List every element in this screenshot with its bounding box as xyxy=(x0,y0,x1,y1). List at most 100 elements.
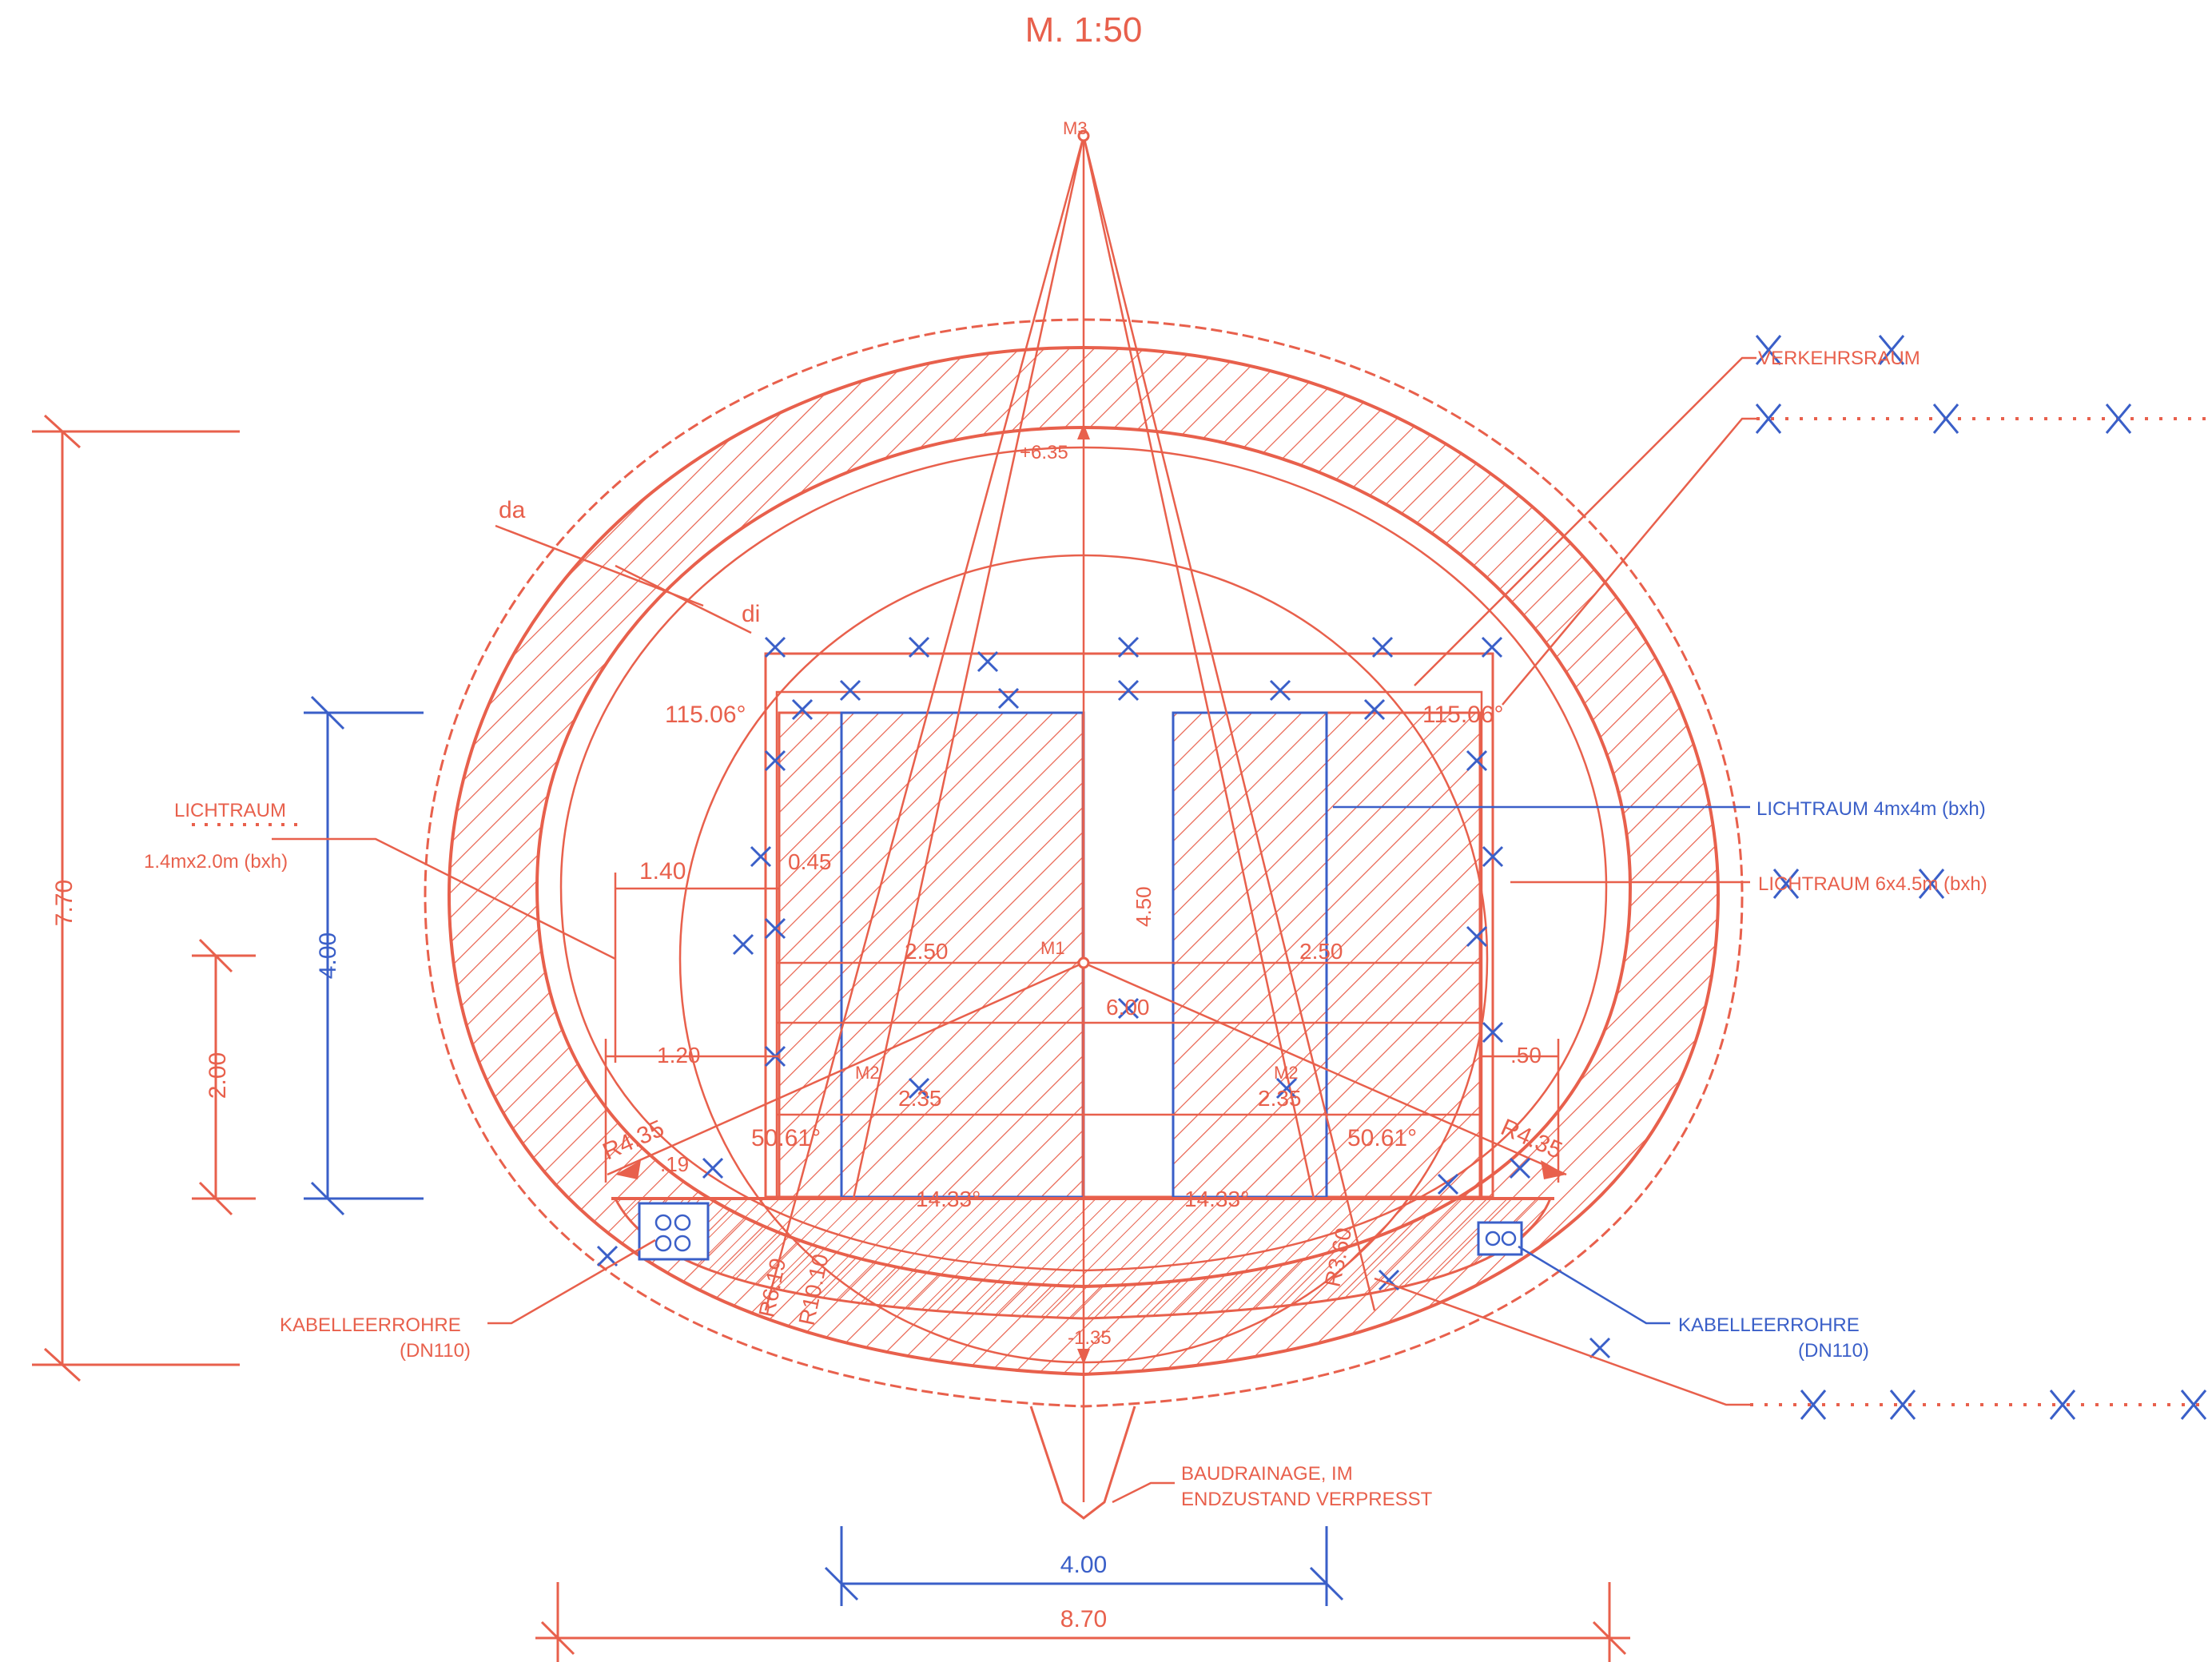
x-marker xyxy=(1269,679,1291,702)
construction-lines xyxy=(607,129,1567,1502)
x-marker xyxy=(977,650,999,673)
dim-width-4-bottom: 4.00 xyxy=(1060,1552,1107,1578)
m3-ray-right-2 xyxy=(1082,135,1376,1311)
drainage-notch xyxy=(1029,1406,1136,1520)
dim-angle-right-top: 115.06° xyxy=(1422,702,1504,728)
leader-baudrainage xyxy=(1112,1481,1175,1504)
x-marker xyxy=(764,917,786,940)
leader-di xyxy=(615,564,752,634)
cable-ducts-right xyxy=(1477,1221,1523,1256)
duct-1 xyxy=(654,1214,672,1231)
dim-height-4: 4.00 xyxy=(315,932,341,979)
x-marker xyxy=(732,933,754,956)
x-marker xyxy=(1371,636,1394,658)
duct-6 xyxy=(1501,1231,1517,1246)
x-marker xyxy=(1481,636,1503,658)
x-marker xyxy=(1275,1077,1298,1099)
duct-4 xyxy=(674,1235,691,1252)
label-m3: M3 xyxy=(1063,118,1088,138)
x-marker xyxy=(1589,1337,1611,1359)
label-invert-level: -1.35 xyxy=(1068,1327,1112,1349)
m3-ray-right xyxy=(1082,135,1315,1199)
dim-width-120: 1.20 xyxy=(657,1043,701,1068)
label-kabel-right: KABELLEERROHRE xyxy=(1678,1314,1860,1336)
dimension-height-2 xyxy=(192,938,256,1216)
x-marker xyxy=(1482,1021,1504,1044)
label-di: di xyxy=(742,601,760,627)
x-marker xyxy=(764,749,786,772)
label-da: da xyxy=(499,497,526,523)
cable-ducts-left xyxy=(638,1202,710,1261)
x-marker xyxy=(1117,679,1140,702)
dim-width-600: 6.00 xyxy=(1106,995,1150,1020)
label-lichtraum-left-size: 1.4mx2.0m (bxh) xyxy=(144,851,288,873)
dim-width-870-bottom: 8.70 xyxy=(1060,1606,1107,1632)
dim-width-045: 0.45 xyxy=(788,849,832,874)
x-marker xyxy=(1466,749,1488,772)
legend-x-markers xyxy=(1755,335,2207,1420)
x-marker xyxy=(596,1245,619,1267)
point-m1 xyxy=(1077,956,1090,969)
point-m3 xyxy=(1077,129,1090,142)
dim-height-2: 2.00 xyxy=(205,1052,231,1099)
x-marker xyxy=(997,687,1020,710)
dimension-width-4-bottom xyxy=(824,1526,1344,1606)
dim-height-total: 7.70 xyxy=(51,880,78,926)
dim-angle-right-bottom: 50.61° xyxy=(1347,1125,1417,1151)
x-marker xyxy=(1117,997,1140,1020)
x-marker xyxy=(1466,925,1488,948)
m3-ray-left-2 xyxy=(764,135,1085,1311)
label-kabel-left-dn: (DN110) xyxy=(400,1340,471,1362)
label-m2-left: M2 xyxy=(855,1063,880,1083)
leader-verkehrsraum-2 xyxy=(1502,417,1756,706)
dim-width-250-left: 2.50 xyxy=(905,939,949,964)
dimension-height-total xyxy=(32,414,240,1382)
duct-3 xyxy=(654,1235,672,1252)
x-marker xyxy=(750,845,772,868)
leader-lines xyxy=(192,356,2206,1504)
dim-width-250-right: 2.50 xyxy=(1299,939,1343,964)
m3-ray-left xyxy=(852,135,1085,1199)
dim-235-right: 2.35 xyxy=(1258,1086,1302,1111)
arrow-center-bottom xyxy=(1077,1349,1090,1365)
dim-width-140: 1.40 xyxy=(639,858,686,885)
leader-kabel-left xyxy=(487,1239,656,1325)
label-crown-level: +6.35 xyxy=(1020,442,1068,463)
leader-bottom-right xyxy=(1374,1277,1750,1406)
duct-5 xyxy=(1485,1231,1501,1246)
x-marker xyxy=(1363,698,1386,721)
dim-width-050: .50 xyxy=(1510,1043,1542,1068)
x-marker xyxy=(908,1077,930,1099)
leader-verkehrsraum xyxy=(1414,356,1756,686)
label-baudrainage-2: ENDZUSTAND VERPRESST xyxy=(1181,1489,1433,1510)
x-marker xyxy=(764,636,786,658)
leader-lichtraum-left xyxy=(272,837,616,960)
arrow-center-top xyxy=(1077,423,1090,439)
m1-ray-left xyxy=(607,961,1084,1176)
arrow-radius-left xyxy=(615,1160,641,1179)
dim-angle-right-floor: 14.33° xyxy=(1184,1187,1249,1211)
cable-duct-box-left xyxy=(638,1202,710,1261)
x-marker xyxy=(1482,845,1504,868)
dimension-width-870-bottom xyxy=(535,1582,1630,1662)
scale-title: M. 1:50 xyxy=(1025,10,1143,50)
label-kabel-left: KABELLEERROHRE xyxy=(280,1314,461,1336)
x-marker xyxy=(791,698,814,721)
x-marker xyxy=(702,1157,724,1179)
x-marker xyxy=(1117,636,1140,658)
m1-ray-right xyxy=(1083,961,1567,1176)
label-kabel-right-dn: (DN110) xyxy=(1798,1340,1869,1362)
label-lichtraum-left-title: LICHTRAUM xyxy=(174,800,286,821)
small-dimensions xyxy=(604,873,1560,1183)
label-lichtraum-6x4: LICHTRAUM 6x4.5m (bxh) xyxy=(1758,873,1987,895)
dim-small-19: .19 xyxy=(660,1152,689,1176)
label-m1: M1 xyxy=(1040,938,1065,958)
x-marker xyxy=(1509,1157,1531,1179)
leader-kabel-right xyxy=(1518,1245,1670,1325)
dim-235-left: 2.35 xyxy=(898,1086,942,1111)
arrow-radius-right xyxy=(1541,1160,1566,1179)
blue-x-markers xyxy=(596,636,1611,1359)
x-marker xyxy=(839,679,861,702)
label-lichtraum-4x4: LICHTRAUM 4mx4m (bxh) xyxy=(1756,798,1986,820)
